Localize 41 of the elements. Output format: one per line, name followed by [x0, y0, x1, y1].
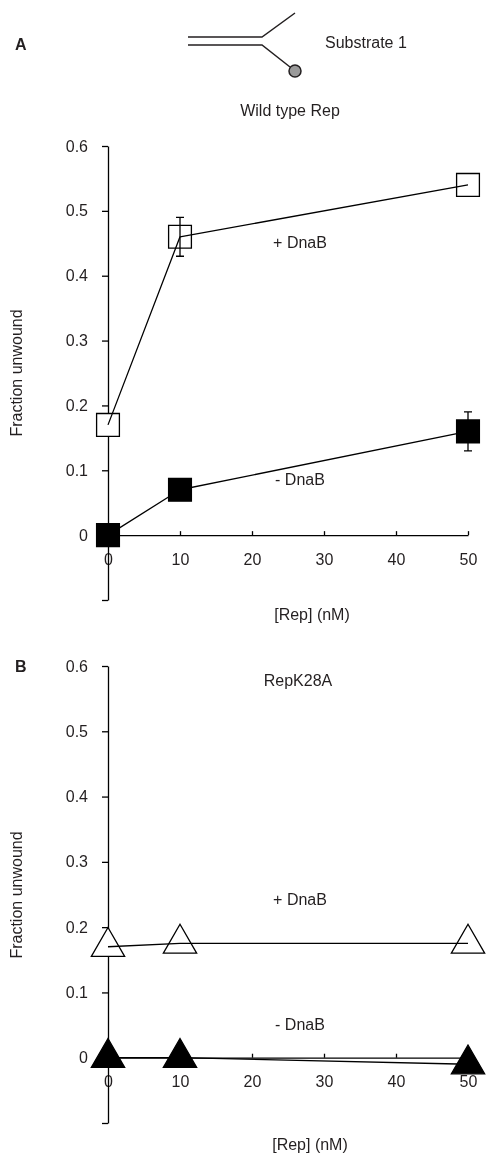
text: B — [15, 658, 27, 675]
text: + DnaB — [273, 891, 327, 908]
y-axis-title: Fraction unwound — [8, 309, 25, 437]
y-axis-title: Fraction unwound — [8, 831, 25, 959]
y-tick-label: 0.4 — [65, 788, 89, 806]
y-tick-label: 0.5 — [65, 202, 89, 220]
point — [95, 412, 121, 437]
series-label: - DnaB — [275, 1016, 325, 1033]
x-axis-title: [Rep] (nM) — [272, 1136, 348, 1153]
x-tick-label: 20 — [243, 1073, 262, 1091]
y-tick-label: 0.1 — [65, 461, 89, 479]
series-label: - DnaB — [275, 471, 325, 488]
y-tick-label: 0.4 — [65, 267, 89, 285]
point — [95, 523, 121, 548]
y-tick-label: 0.2 — [65, 918, 89, 936]
y-tick-label: 0.5 — [65, 722, 89, 740]
point — [455, 172, 481, 197]
y-tick-label: 0.3 — [65, 332, 89, 350]
y-tick-label: 0.2 — [65, 397, 89, 415]
y-tick-label: 0.6 — [65, 137, 89, 155]
x-tick-label: 20 — [243, 550, 262, 568]
x-tick-label: 40 — [387, 550, 406, 568]
x-tick-label: 30 — [315, 1073, 334, 1091]
chart-title: RepK28A — [263, 672, 333, 689]
x-tick-label: 30 — [315, 550, 334, 568]
x-tick-label: 50 — [459, 550, 478, 568]
x-tick-label: 40 — [387, 1073, 406, 1091]
chart-title: Wild type Rep — [240, 102, 340, 119]
x-tick-label: 10 — [171, 550, 190, 568]
text: A — [15, 36, 27, 53]
y-tick-label: 0 — [79, 526, 89, 544]
y-tick-label: 0 — [79, 1049, 89, 1067]
x-axis-title: [Rep] (nM) — [274, 606, 350, 623]
x-tick-label: 50 — [459, 1073, 478, 1091]
point — [167, 477, 193, 502]
y-tick-label: 0.3 — [65, 853, 89, 871]
series-label: + DnaB — [273, 234, 327, 251]
y-tick-label: 0.6 — [65, 657, 89, 675]
x-tick-label: 10 — [171, 1073, 190, 1091]
text: Substrate 1 — [325, 34, 407, 51]
y-tick-label: 0.1 — [65, 984, 89, 1002]
